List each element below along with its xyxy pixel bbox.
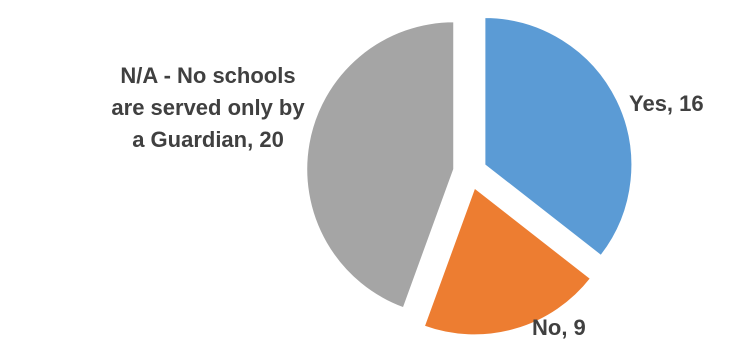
data-label-na-line-3: a Guardian, 20	[132, 127, 284, 152]
data-label-no: No, 9	[532, 315, 586, 340]
slice-na	[305, 20, 456, 310]
slice-no	[422, 185, 593, 337]
data-label-yes: Yes, 16	[629, 91, 704, 116]
data-label-na-line-2: are served only by	[111, 95, 305, 120]
data-label-na-line-1: N/A - No schools	[120, 63, 296, 88]
slice-yes	[483, 15, 634, 258]
data-label-na: N/A - No schools are served only by a Gu…	[110, 60, 306, 156]
